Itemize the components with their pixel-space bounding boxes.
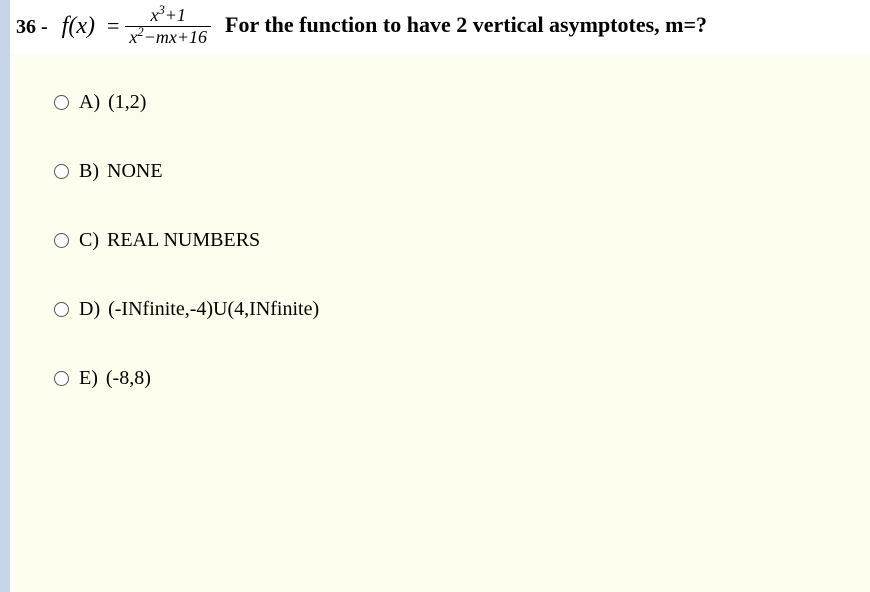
option-letter: E) xyxy=(79,367,98,390)
formula-denominator: x2−mx+16 xyxy=(125,26,211,47)
option-letter: D) xyxy=(79,298,100,321)
formula-equals: = xyxy=(107,13,119,39)
question-header: 36 - f(x) = x3+1 x2−mx+16 For the functi… xyxy=(10,0,870,55)
option-text: (-INfinite,-4)U(4,INfinite) xyxy=(108,298,319,321)
radio-icon[interactable] xyxy=(54,371,69,386)
question-text: For the function to have 2 vertical asym… xyxy=(217,6,707,40)
question-formula: f(x) = x3+1 x2−mx+16 xyxy=(56,6,217,47)
option-text: REAL NUMBERS xyxy=(107,229,260,252)
option-text: NONE xyxy=(107,160,163,183)
options-list: A) (1,2) B) NONE C) REAL NUMBERS D) (-IN… xyxy=(10,55,870,390)
option-text: (-8,8) xyxy=(106,367,151,390)
option-a[interactable]: A) (1,2) xyxy=(54,91,870,114)
option-letter: A) xyxy=(79,91,100,114)
option-text: (1,2) xyxy=(108,91,146,114)
option-letter: C) xyxy=(79,229,99,252)
option-b[interactable]: B) NONE xyxy=(54,160,870,183)
option-d[interactable]: D) (-INfinite,-4)U(4,INfinite) xyxy=(54,298,870,321)
formula-fraction: x3+1 x2−mx+16 xyxy=(125,6,211,47)
formula-numerator: x3+1 xyxy=(146,6,189,26)
question-panel: 36 - f(x) = x3+1 x2−mx+16 For the functi… xyxy=(10,0,870,592)
radio-icon[interactable] xyxy=(54,302,69,317)
radio-icon[interactable] xyxy=(54,95,69,110)
option-e[interactable]: E) (-8,8) xyxy=(54,367,870,390)
left-margin-bar xyxy=(0,0,10,592)
question-number: 36 - xyxy=(10,6,56,39)
option-c[interactable]: C) REAL NUMBERS xyxy=(54,229,870,252)
radio-icon[interactable] xyxy=(54,164,69,179)
option-letter: B) xyxy=(79,160,99,183)
radio-icon[interactable] xyxy=(54,233,69,248)
formula-function: f(x) xyxy=(62,13,95,40)
